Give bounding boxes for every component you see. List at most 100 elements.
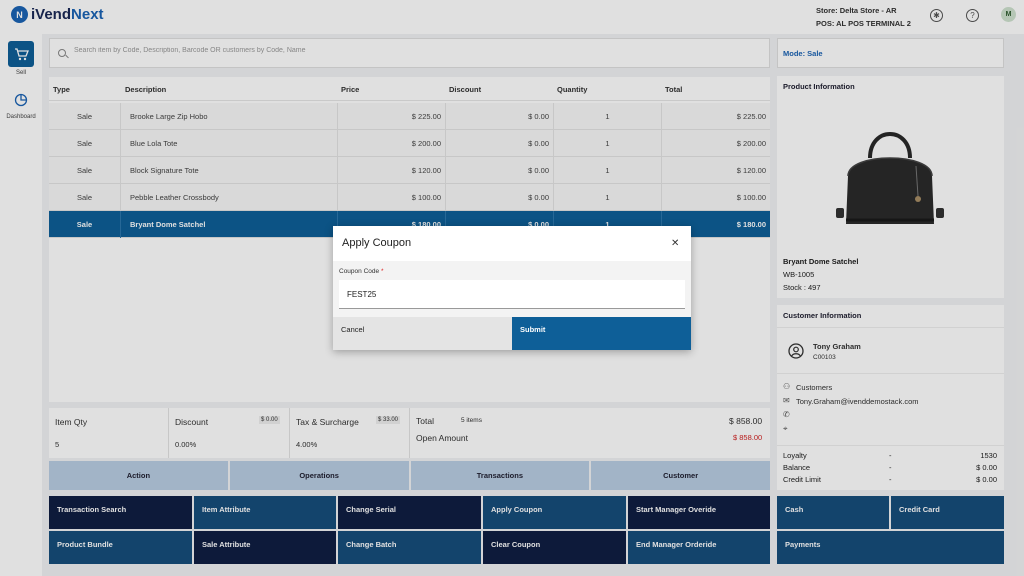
cell-discount: $ 0.00 <box>446 130 554 157</box>
cell-total: $ 100.00 <box>736 193 766 202</box>
table-row[interactable]: Sale Pebble Leather Crossbody $ 100.00 $… <box>49 184 770 211</box>
cell-price: $ 120.00 <box>338 157 446 184</box>
sidebar: Sell Dashboard <box>0 34 42 576</box>
payments-button[interactable]: Payments <box>777 531 1004 564</box>
sidebar-item-label: Dashboard <box>6 114 36 120</box>
cell-quantity: 1 <box>554 130 662 157</box>
product-name: Bryant Dome Satchel <box>783 257 859 266</box>
cell-discount: $ 0.00 <box>446 184 554 211</box>
cell-quantity: 1 <box>554 157 662 184</box>
required-marker: * <box>380 268 384 275</box>
divider <box>777 373 1004 374</box>
cell-type: Sale <box>49 157 121 184</box>
customer-avatar-icon <box>788 343 804 359</box>
tab-transactions[interactable]: Transactions <box>410 461 590 490</box>
app-header: N iVendNext Store: Delta Store - AR POS:… <box>0 0 1024 34</box>
column-header-price: Price <box>341 85 360 94</box>
location-pin-icon: ⌖ <box>783 424 788 433</box>
table-row[interactable]: Sale Block Signature Tote $ 120.00 $ 0.0… <box>49 157 770 184</box>
section-title: Customer Information <box>783 311 862 320</box>
store-name: Store: Delta Store - AR <box>816 6 897 15</box>
cell-quantity: 1 <box>554 211 662 238</box>
tab-action[interactable]: Action <box>49 461 228 490</box>
total-summary: Total 5 items $ 858.00 Open Amount $ 858… <box>410 408 770 458</box>
logo-icon: N <box>11 6 28 23</box>
tab-operations[interactable]: Operations <box>229 461 409 490</box>
credit-limit-separator: - <box>889 475 892 484</box>
clear-coupon-button[interactable]: Clear Coupon <box>483 531 626 564</box>
brand-name: iVendNext <box>31 6 104 23</box>
table-header: Type Description Price Discount Quantity… <box>49 77 770 101</box>
credit-limit-row: Credit Limit - $ 0.00 <box>783 475 997 486</box>
cell-discount: $ 0.00 <box>446 103 554 130</box>
action-tabs: Action Operations Transactions Customer <box>49 461 770 490</box>
end-manager-override-button[interactable]: End Manager Orderide <box>628 531 770 564</box>
tax-amount: $ 33.00 <box>376 416 401 424</box>
cell-total: $ 225.00 <box>736 112 766 121</box>
product-code: WB-1005 <box>783 270 815 279</box>
column-header-total: Total <box>665 85 683 94</box>
loyalty-separator: - <box>889 451 892 460</box>
coupon-code-input[interactable]: FEST25 <box>339 280 685 309</box>
column-header-description: Description <box>125 85 167 94</box>
user-avatar[interactable]: M <box>1001 7 1016 22</box>
change-serial-button[interactable]: Change Serial <box>338 496 481 529</box>
item-attribute-button[interactable]: Item Attribute <box>194 496 336 529</box>
cell-description: Bryant Dome Satchel <box>121 211 338 238</box>
cell-price: $ 225.00 <box>338 103 446 130</box>
table-row[interactable]: Sale Blue Lola Tote $ 200.00 $ 0.00 1 $ … <box>49 130 770 157</box>
credit-limit-label: Credit Limit <box>783 475 821 484</box>
sidebar-item-dashboard[interactable]: Dashboard <box>0 89 42 120</box>
customer-email: Tony.Graham@ivenddemostack.com <box>796 397 919 406</box>
balance-separator: - <box>889 463 892 472</box>
help-icon[interactable]: ? <box>966 9 979 22</box>
cash-button[interactable]: Cash <box>777 496 889 529</box>
discount-percent: 0.00% <box>175 440 197 449</box>
cell-price: $ 180.00 <box>338 211 446 238</box>
submit-button[interactable]: Submit <box>512 317 691 350</box>
divider <box>777 445 1004 446</box>
brand-logo[interactable]: N iVendNext <box>11 6 104 23</box>
section-title: Product Information <box>783 82 855 91</box>
product-bundle-button[interactable]: Product Bundle <box>49 531 192 564</box>
discount-summary: Discount $ 0.00 0.00% <box>169 408 290 458</box>
search-input[interactable] <box>74 47 754 54</box>
cell-total: $ 200.00 <box>736 139 766 148</box>
start-manager-override-button[interactable]: Start Manager Overide <box>628 496 770 529</box>
cell-description: Pebble Leather Crossbody <box>121 184 338 211</box>
item-qty-summary: Item Qty 5 <box>49 408 169 458</box>
sidebar-item-sell[interactable]: Sell <box>0 41 42 76</box>
dialog-body: Coupon Code * FEST25 <box>333 261 691 317</box>
apply-coupon-button[interactable]: Apply Coupon <box>483 496 626 529</box>
close-icon[interactable]: ✕ <box>671 238 680 249</box>
cell-quantity: 1 <box>554 103 662 130</box>
cell-type: Sale <box>49 130 121 157</box>
column-header-quantity: Quantity <box>557 85 588 94</box>
cell-description: Block Signature Tote <box>121 157 338 184</box>
table-row[interactable]: Sale Brooke Large Zip Hobo $ 225.00 $ 0.… <box>49 103 770 130</box>
cart-icon <box>8 41 34 67</box>
cell-total: $ 120.00 <box>736 166 766 175</box>
discount-label: Discount <box>175 417 209 427</box>
cell-description: Blue Lola Tote <box>121 130 338 157</box>
credit-card-button[interactable]: Credit Card <box>891 496 1004 529</box>
transaction-search-button[interactable]: Transaction Search <box>49 496 192 529</box>
balance-label: Balance <box>783 463 811 472</box>
balance-row: Balance - $ 0.00 <box>783 463 997 474</box>
tab-customer[interactable]: Customer <box>591 461 770 490</box>
change-batch-button[interactable]: Change Batch <box>338 531 481 564</box>
cell-discount: $ 0.00 <box>446 211 554 238</box>
loyalty-row: Loyalty - 1530 <box>783 451 997 462</box>
customer-name[interactable]: Tony Graham <box>813 342 861 351</box>
product-stock: Stock : 497 <box>783 283 821 292</box>
tax-label: Tax & Surcharge <box>296 417 359 427</box>
item-qty-value: 5 <box>55 440 60 449</box>
customer-information-panel: Customer Information Tony Graham C00103 … <box>777 305 1004 490</box>
customers-group-icon: ⚇ <box>783 382 791 391</box>
sale-attribute-button[interactable]: Sale Attribute <box>194 531 336 564</box>
product-image <box>836 132 944 224</box>
mode-indicator: Mode: Sale <box>777 38 1004 68</box>
settings-gear-icon[interactable]: ✱ <box>930 9 943 22</box>
cancel-button[interactable]: Cancel <box>333 317 512 350</box>
column-header-discount: Discount <box>449 85 482 94</box>
